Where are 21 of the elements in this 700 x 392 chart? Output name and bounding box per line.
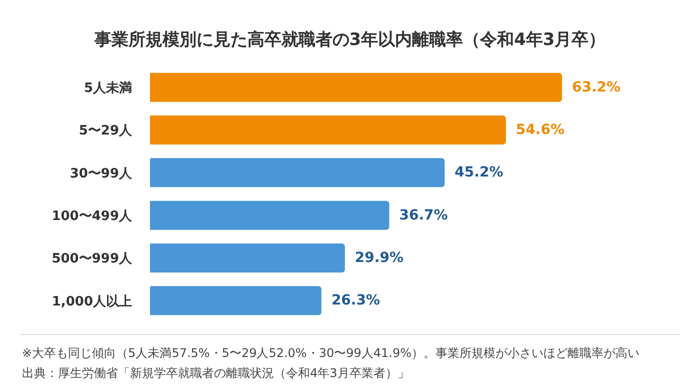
y-tick-label: 5〜29人 (78, 124, 133, 139)
data-label: 63.2% (572, 79, 621, 96)
bar (150, 286, 322, 316)
text: ※大卒も同じ傾向（5人未満57.5%・5〜29人52.0%・30〜99人41.9%）。事業所規模が小さいほど離職率が高い (22, 345, 640, 362)
y-tick-label: 30〜99人 (70, 166, 133, 182)
data-label: 54.6% (516, 122, 565, 138)
data-label: 36.7% (399, 207, 448, 224)
bar (150, 158, 445, 188)
y-tick-label: 500〜999人 (52, 252, 133, 267)
chart-title: 事業所規模別に見た高卒就職者の3年以内離職率（令和4年3月卒） (93, 29, 607, 51)
data-label: 45.2% (454, 164, 504, 181)
bar (150, 115, 506, 144)
bar (150, 200, 390, 230)
bar (150, 72, 562, 102)
data-label: 26.3% (331, 292, 380, 309)
y-tick-label: 5人未満 (84, 80, 132, 96)
data-label: 29.9% (354, 250, 404, 266)
y-tick-label: 1,000人以上 (52, 294, 132, 310)
source-note: 出典：厚生労働省「新規学卒就職者の離職状況（令和4年3月卒業者）」 (22, 365, 410, 382)
y-tick-label: 100〜499人 (52, 208, 133, 224)
bar (150, 243, 345, 272)
